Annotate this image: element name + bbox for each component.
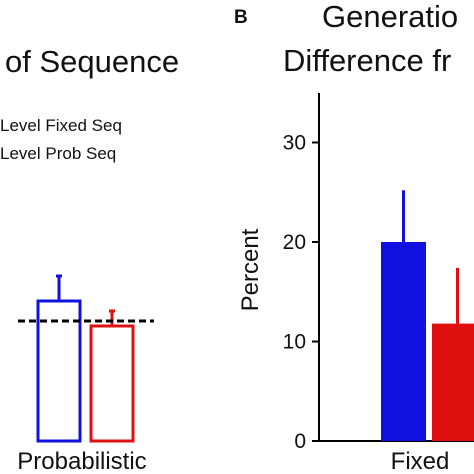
- panel-b-y-axis-label: Percent: [237, 228, 264, 311]
- panel-b-title-line-1: Generatio: [322, 0, 458, 34]
- panel-b: B Generatio Difference fr Percent 0 10 20 3…: [234, 0, 474, 474]
- legend-entry-fixed: Level Fixed Seq: [0, 116, 122, 135]
- panel-b-y-tick-label-3: 30: [283, 132, 306, 155]
- panel-b-y-tick-label-1: 10: [283, 331, 306, 354]
- panel-b-bar-0: [381, 242, 426, 441]
- legend-entry-prob: Level Prob Seq: [0, 144, 116, 163]
- panel-a-category-label: Probabilistic: [17, 448, 146, 474]
- panel-a-bar-1: [89, 324, 135, 443]
- panel-a-bars: [36, 274, 135, 443]
- panel-b-y-tick-label-2: 20: [283, 231, 306, 254]
- panel-a-title: of Sequence: [5, 44, 179, 79]
- panel-b-category-label: Fixed: [391, 448, 450, 474]
- panel-b-title-line-2: Difference fr: [283, 43, 451, 78]
- panel-b-bar-1: [432, 323, 474, 441]
- panel-b-bars: [381, 190, 474, 441]
- panel-a: of Sequence Level Fixed Seq Level Prob S…: [0, 44, 179, 474]
- panel-b-letter: B: [234, 7, 248, 28]
- panel-b-y-tick-label-0: 0: [294, 430, 306, 453]
- panel-b-y-ticks: 0 10 20 30: [283, 132, 319, 453]
- panel-a-bar-0: [36, 299, 82, 443]
